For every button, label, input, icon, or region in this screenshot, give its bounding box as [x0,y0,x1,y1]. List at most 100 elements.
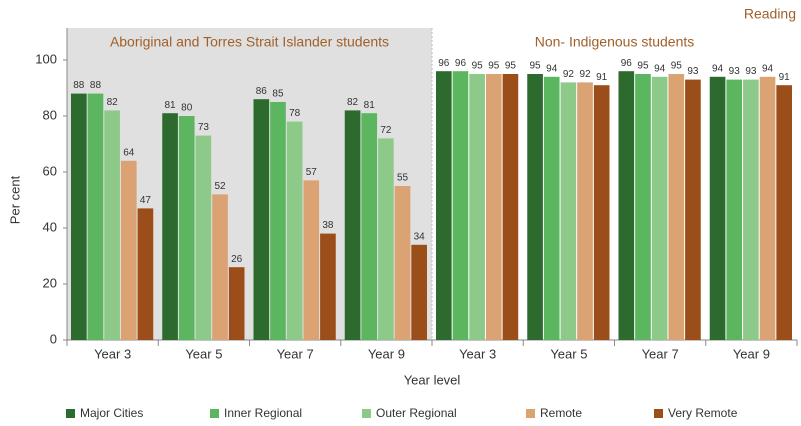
legend-item: Inner Regional [210,406,302,420]
bar [452,71,469,340]
x-tick-label: Year 7 [642,346,679,361]
data-label: 95 [530,61,542,72]
y-tick-label: 0 [50,331,57,346]
data-label: 81 [165,100,177,111]
data-label: 94 [654,63,666,74]
legend-swatch [66,409,75,418]
data-label: 95 [637,61,649,72]
bar [104,110,120,341]
bar [162,113,178,340]
legend-swatch [210,409,219,418]
bar [361,113,378,340]
bar [195,135,212,340]
data-label: 78 [289,108,301,119]
x-axis-label: Year level [404,372,461,387]
data-label: 57 [306,167,318,178]
x-tick-label: Year 9 [733,346,770,361]
data-label: 92 [563,69,575,80]
bar [685,79,701,340]
bar [485,74,502,340]
bar [577,82,593,341]
bar [436,71,452,340]
data-label: 88 [90,80,102,91]
bar [411,244,427,340]
legend-label: Major Cities [80,406,143,420]
data-label: 73 [198,122,210,133]
bar [668,74,685,340]
data-label: 95 [488,61,500,72]
panel-label: Non- Indigenous students [535,34,695,50]
bar [286,121,303,340]
data-label: 82 [347,97,359,108]
data-label: 96 [621,58,633,69]
bar [527,74,543,340]
x-tick-label: Year 3 [94,346,131,361]
data-label: 34 [414,231,426,242]
x-tick-label: Year 3 [459,346,496,361]
y-tick-label: 40 [43,219,57,234]
bar [253,99,270,340]
data-label: 93 [729,66,741,77]
legend-label: Very Remote [668,406,738,420]
bar [759,76,776,341]
bar [120,160,137,340]
data-label: 95 [671,61,683,72]
legend-item: Remote [526,406,582,420]
bar [228,267,245,340]
bar [726,79,743,340]
legend-item: Major Cities [66,406,143,420]
bar [543,76,560,341]
data-label: 91 [779,72,791,83]
bar [502,74,519,340]
bar [320,233,336,340]
x-tick-label: Year 5 [185,346,222,361]
bar [71,93,87,340]
bar [469,74,485,340]
data-label: 93 [745,66,757,77]
bar [378,138,394,340]
bar [87,93,104,340]
bar [709,76,726,341]
bar [270,102,286,340]
bar [593,85,610,340]
data-label: 38 [322,220,334,231]
bar [776,85,792,340]
bar [651,76,668,341]
legend-label: Remote [540,406,582,420]
legend-swatch [526,409,535,418]
data-label: 96 [455,58,467,69]
data-label: 94 [762,63,774,74]
x-tick-label: Year 9 [368,346,405,361]
data-label: 88 [73,80,85,91]
bar [635,74,651,340]
data-label: 82 [107,97,119,108]
y-tick-label: 60 [43,163,57,178]
data-label: 52 [214,181,226,192]
data-label: 94 [712,63,724,74]
data-label: 95 [472,61,484,72]
legend-label: Outer Regional [376,406,457,420]
bar [303,180,320,340]
data-label: 72 [380,125,392,136]
panel-label: Aboriginal and Torres Strait Islander st… [110,34,389,50]
data-label: 93 [687,66,699,77]
bar [394,186,411,340]
legend-label: Inner Regional [224,406,302,420]
data-label: 91 [596,72,608,83]
bar [560,82,577,341]
data-label: 47 [140,195,152,206]
data-label: 80 [181,103,193,114]
data-label: 96 [438,58,450,69]
bar [212,194,228,340]
bar [344,110,361,341]
chart-subtitle: Reading [744,6,796,22]
x-tick-label: Year 7 [277,346,314,361]
data-label: 81 [364,100,376,111]
bar [137,208,154,340]
y-tick-label: 100 [35,51,57,66]
legend-swatch [362,409,371,418]
legend-item: Outer Regional [362,406,457,420]
y-tick-label: 80 [43,107,57,122]
bar [618,71,635,340]
